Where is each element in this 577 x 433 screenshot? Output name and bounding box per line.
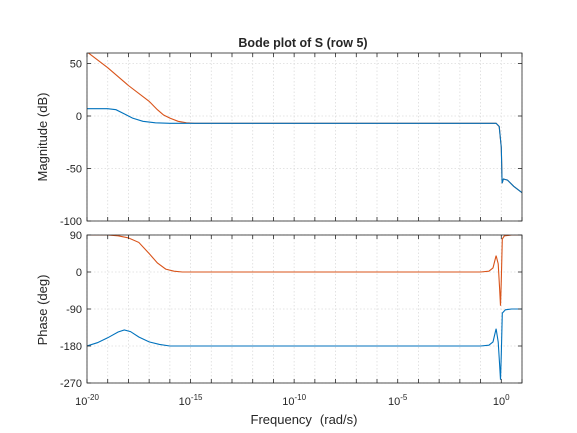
phase-y-tick-label: -90 (66, 304, 82, 316)
x-tick-base: 10 (493, 396, 505, 408)
x-axis-label-text: Frequency (251, 412, 313, 427)
phase-y-tick-label: -270 (60, 378, 82, 390)
x-tick-label: 10-20 (75, 393, 99, 408)
x-tick-label: 10-15 (179, 393, 203, 408)
magnitude-y-tick-label: 50 (70, 59, 82, 71)
x-tick-base: 10 (75, 396, 87, 408)
x-tick-exponent: -10 (294, 393, 306, 402)
x-tick-label: 100 (493, 393, 510, 408)
phase-y-tick-label: 90 (70, 230, 82, 242)
phase-y-tick-label: -180 (60, 341, 82, 353)
magnitude-y-tick-label: -50 (66, 164, 82, 176)
magnitude-axes: 50 0 -50 -100 (60, 52, 523, 228)
magnitude-y-tick-label: 0 (76, 111, 82, 123)
phase-y-label: Phase (deg) (35, 275, 50, 346)
phase-axes: 90 0 -90 -180 -270 (60, 230, 523, 390)
phase-y-tick-label: 0 (76, 267, 82, 279)
x-tick-base: 10 (179, 396, 191, 408)
magnitude-axes-box (86, 52, 523, 222)
magnitude-y-label: Magnitude (dB) (35, 93, 50, 182)
x-tick-exponent: -15 (191, 393, 203, 402)
chart-title: Bode plot of S (row 5) (238, 36, 367, 50)
x-tick-label: 10-10 (282, 393, 306, 408)
magnitude-y-tick-label: -100 (60, 216, 82, 228)
x-tick-exponent: -5 (400, 393, 408, 402)
x-tick-exponent: -20 (87, 393, 99, 402)
x-tick-base: 10 (282, 396, 294, 408)
magnitude-series-line-2 (87, 108, 522, 194)
x-tick-label: 10-5 (388, 393, 408, 408)
x-axis-unit: (rad/s) (320, 412, 358, 427)
magnitude-plot-area (87, 53, 522, 221)
x-axis-label: Frequency (rad/s) (251, 412, 358, 427)
x-tick-labels: 10-20 10-15 10-10 10-5 100 (75, 393, 510, 408)
phase-series-line-1 (87, 235, 522, 306)
x-tick-exponent: 0 (505, 393, 510, 402)
x-tick-base: 10 (388, 396, 400, 408)
phase-series-line-2 (87, 308, 522, 380)
